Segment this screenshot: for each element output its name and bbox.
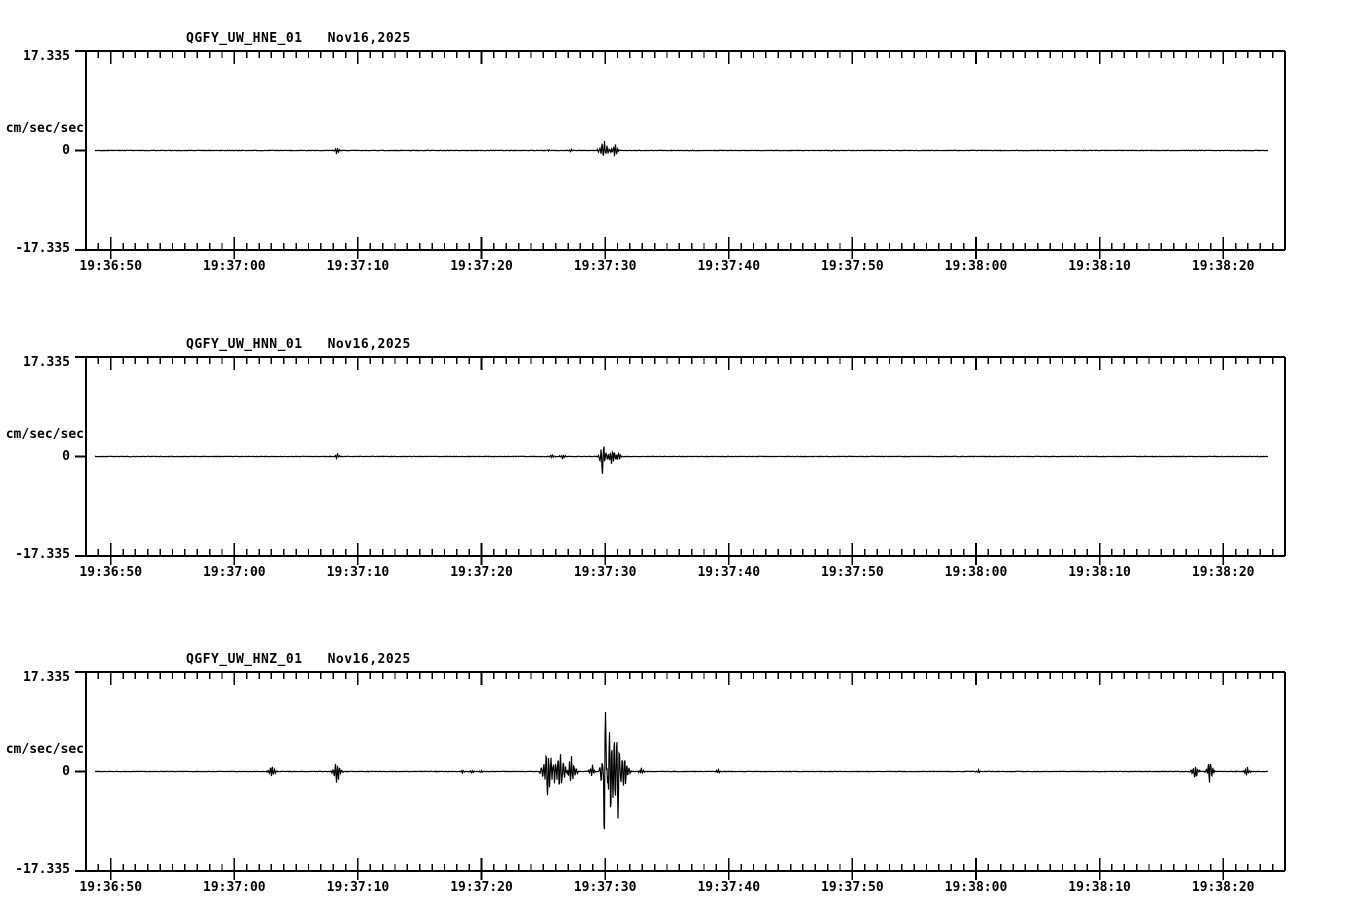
panel-hne-units-label: cm/sec/sec bbox=[5, 121, 84, 136]
panel-hnz-yticks bbox=[75, 671, 86, 872]
xtick-label: 19:38:20 bbox=[1191, 565, 1255, 580]
panel-hne-plot bbox=[75, 50, 1286, 259]
panel-hnn-units-label: cm/sec/sec bbox=[5, 427, 84, 442]
xtick-label: 19:37:50 bbox=[821, 259, 884, 274]
xtick-label: 19:38:10 bbox=[1068, 565, 1131, 580]
panel-hnz: QGFY_UW_HNZ_01 Nov16,2025 17.335 cm/sec/… bbox=[0, 611, 1358, 924]
panel-hne-station-label: QGFY_UW_HNE_01 bbox=[186, 31, 303, 46]
xtick-label: 19:37:10 bbox=[326, 880, 390, 895]
panel-hne-yzero-label: 0 bbox=[62, 143, 70, 158]
xtick-label: 19:38:10 bbox=[1068, 259, 1131, 274]
panel-hnz-trace bbox=[94, 711, 1269, 830]
panel-hnz-plot bbox=[75, 671, 1286, 880]
xtick-label: 19:37:00 bbox=[203, 565, 266, 580]
xtick-label: 19:37:10 bbox=[326, 565, 390, 580]
xtick-label: 19:38:10 bbox=[1068, 880, 1131, 895]
panel-hne-yticks bbox=[75, 50, 86, 251]
xtick-label: 19:36:50 bbox=[79, 880, 143, 895]
panel-hnz-station-label: QGFY_UW_HNZ_01 bbox=[186, 652, 303, 667]
panel-hnn-ticks bbox=[85, 357, 1286, 565]
panel-hnn-trace bbox=[94, 446, 1269, 474]
panel-hnz-title: QGFY_UW_HNZ_01 Nov16,2025 bbox=[186, 652, 411, 667]
panel-hnn-yzero-label: 0 bbox=[62, 449, 70, 464]
panel-hnz-date-label: Nov16,2025 bbox=[327, 652, 411, 667]
xtick-label: 19:38:00 bbox=[944, 565, 1008, 580]
panel-hnn-station-label: QGFY_UW_HNN_01 bbox=[186, 337, 303, 352]
xtick-label: 19:37:40 bbox=[697, 565, 761, 580]
panel-hnn: QGFY_UW_HNN_01 Nov16,2025 17.335 cm/sec/… bbox=[0, 306, 1358, 606]
xtick-label: 19:36:50 bbox=[79, 259, 143, 274]
panel-hne-ticks bbox=[85, 51, 1286, 259]
xtick-label: 19:37:00 bbox=[203, 880, 266, 895]
xtick-label: 19:38:00 bbox=[944, 880, 1008, 895]
panel-hne-ymin-label: -17.335 bbox=[15, 241, 70, 256]
xtick-label: 19:37:50 bbox=[821, 565, 884, 580]
panel-hne: QGFY_UW_HNE_01 Nov16,2025 17.335 cm/sec/… bbox=[0, 0, 1358, 300]
panel-hnz-ymin-label: -17.335 bbox=[15, 862, 70, 877]
xtick-label: 19:37:20 bbox=[450, 259, 513, 274]
panel-hnz-yzero-label: 0 bbox=[62, 764, 70, 779]
panel-hnn-ymin-label: -17.335 bbox=[15, 547, 70, 562]
panel-hnn-date-label: Nov16,2025 bbox=[327, 337, 411, 352]
xtick-label: 19:37:40 bbox=[697, 880, 761, 895]
panel-hnn-plot bbox=[75, 356, 1286, 565]
xtick-label: 19:37:20 bbox=[450, 565, 513, 580]
xtick-label: 19:37:10 bbox=[326, 259, 390, 274]
xtick-label: 19:37:50 bbox=[821, 880, 884, 895]
panel-hnn-yticks bbox=[75, 356, 86, 557]
panel-hnn-frame bbox=[85, 356, 1286, 557]
xtick-label: 19:37:30 bbox=[573, 259, 637, 274]
panel-hnn-ymax-label: 17.335 bbox=[23, 355, 70, 370]
panel-hne-trace bbox=[94, 140, 1269, 157]
panel-hnn-title: QGFY_UW_HNN_01 Nov16,2025 bbox=[186, 337, 411, 352]
xtick-label: 19:37:20 bbox=[450, 880, 513, 895]
xtick-label: 19:38:20 bbox=[1191, 880, 1255, 895]
panel-hnz-frame bbox=[85, 671, 1286, 872]
xtick-label: 19:38:20 bbox=[1191, 259, 1255, 274]
xtick-label: 19:37:30 bbox=[573, 880, 637, 895]
panel-hnz-ymax-label: 17.335 bbox=[23, 670, 70, 685]
xtick-label: 19:37:00 bbox=[203, 259, 266, 274]
xtick-label: 19:36:50 bbox=[79, 565, 143, 580]
panel-hne-date-label: Nov16,2025 bbox=[327, 31, 411, 46]
xtick-label: 19:38:00 bbox=[944, 259, 1008, 274]
panel-hnz-units-label: cm/sec/sec bbox=[5, 742, 84, 757]
panel-hne-title: QGFY_UW_HNE_01 Nov16,2025 bbox=[186, 31, 411, 46]
panel-hne-ymax-label: 17.335 bbox=[23, 49, 70, 64]
xtick-label: 19:37:40 bbox=[697, 259, 761, 274]
xtick-label: 19:37:30 bbox=[573, 565, 637, 580]
panel-hnz-ticks bbox=[85, 672, 1286, 880]
